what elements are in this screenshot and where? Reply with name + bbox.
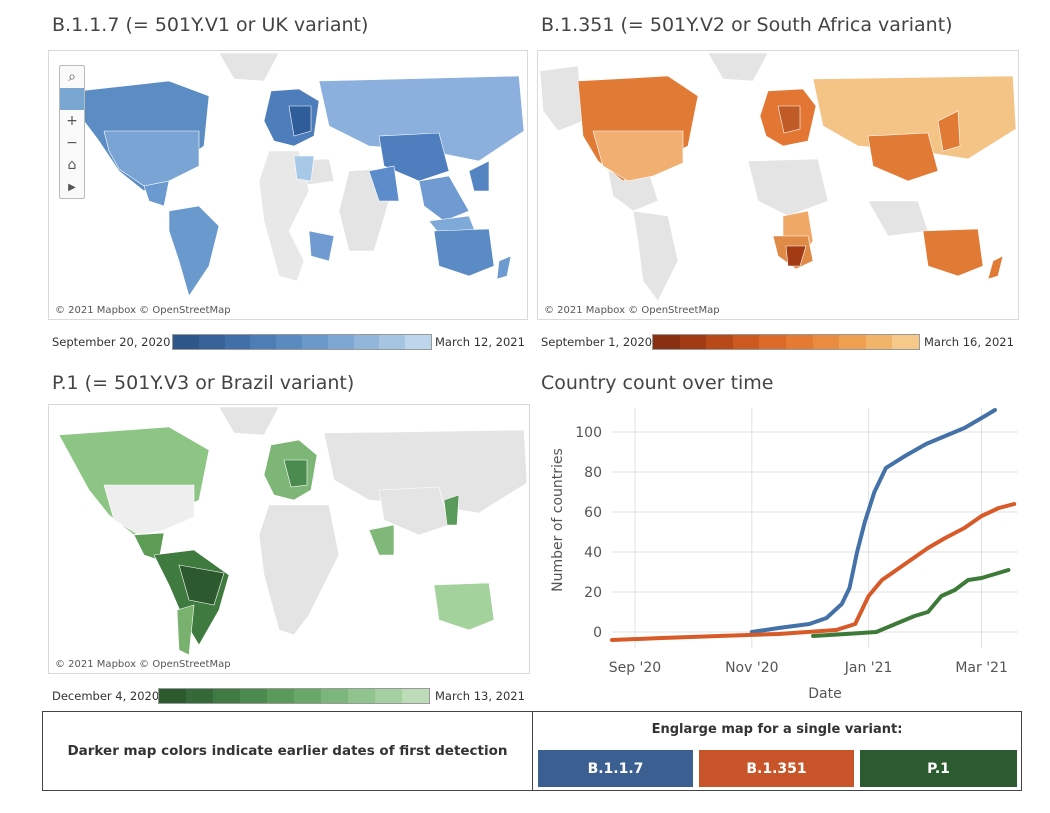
x-tick-label: Mar '21	[955, 660, 1008, 676]
y-tick-label: 80	[584, 465, 602, 481]
map-credit-p1: © 2021 Mapbox © OpenStreetMap	[53, 659, 233, 670]
world-map-p1	[58, 406, 528, 656]
ramp-swatch	[276, 335, 302, 349]
ramp-swatch	[173, 335, 199, 349]
x-tick-label: Nov '20	[725, 660, 778, 676]
y-axis-label: Number of countries	[550, 448, 566, 592]
ramp-swatch	[250, 335, 277, 349]
ramp-swatch	[159, 689, 186, 703]
ramp-swatch	[198, 335, 225, 349]
x-axis-label: Date	[808, 686, 841, 700]
series-line-b1351[interactable]	[610, 502, 1017, 642]
enlarge-box	[532, 711, 1022, 791]
ramp-swatch	[706, 335, 733, 349]
zoom-out-button[interactable]: −	[66, 135, 78, 151]
home-icon[interactable]: ⌂	[67, 157, 77, 173]
zoom-in-button[interactable]: +	[66, 113, 78, 129]
map-b1351[interactable]: © 2021 Mapbox © OpenStreetMap	[537, 50, 1019, 320]
ramp-swatch	[240, 689, 267, 703]
ramp-swatch	[353, 335, 380, 349]
y-tick-label: 100	[575, 425, 602, 441]
chart-title: Country count over time	[541, 372, 774, 394]
enlarge-title: Englarge map for a single variant:	[651, 722, 903, 737]
ramp-swatch	[839, 335, 866, 349]
map-title-b117: B.1.1.7 (= 501Y.V1 or UK variant)	[52, 14, 369, 36]
ramp-swatch	[402, 689, 429, 703]
color-ramp-b117	[172, 334, 432, 350]
world-map-b1351	[539, 52, 1017, 302]
map-title-b1351: B.1.351 (= 501Y.V2 or South Africa varia…	[541, 14, 953, 36]
legend-start-b1351: September 1, 2020	[541, 335, 653, 349]
magnifier-icon[interactable]: ⌕	[68, 69, 76, 85]
ramp-swatch	[213, 689, 240, 703]
enlarge-b1351-button[interactable]: B.1.351	[699, 750, 854, 787]
ramp-swatch	[267, 689, 294, 703]
enlarge-b117-button[interactable]: B.1.1.7	[538, 750, 693, 787]
map-credit-b1351: © 2021 Mapbox © OpenStreetMap	[542, 305, 722, 316]
series-line-b117[interactable]	[749, 408, 997, 634]
legend-end-b117: March 12, 2021	[435, 335, 525, 349]
ramp-swatch	[865, 335, 893, 349]
ramp-swatch	[294, 689, 321, 703]
y-tick-label: 60	[584, 505, 602, 521]
y-tick-label: 0	[593, 625, 602, 641]
map-b117[interactable]: ⌕ + − ⌂ ▶ © 2021 Mapbox © OpenStreetMap	[48, 50, 528, 320]
ramp-swatch	[301, 335, 328, 349]
x-tick-label: Jan '21	[844, 660, 893, 676]
y-tick-label: 40	[584, 545, 602, 561]
color-note: Darker map colors indicate earlier dates…	[67, 743, 508, 759]
ramp-swatch	[759, 335, 786, 349]
ramp-swatch	[405, 335, 431, 349]
x-tick-label: Sep '20	[609, 660, 662, 676]
ramp-swatch	[348, 689, 375, 703]
world-map-b117	[78, 52, 525, 297]
color-ramp-p1	[158, 688, 430, 704]
ramp-swatch	[327, 335, 354, 349]
ramp-swatch	[679, 335, 707, 349]
color-ramp-b1351	[652, 334, 920, 350]
enlarge-p1-button[interactable]: P.1	[860, 750, 1017, 787]
ramp-swatch	[379, 335, 406, 349]
legend-end-p1: March 13, 2021	[435, 689, 525, 703]
y-tick-label: 20	[584, 585, 602, 601]
ramp-swatch	[224, 335, 251, 349]
selection-icon[interactable]	[60, 88, 84, 110]
map-p1[interactable]: © 2021 Mapbox © OpenStreetMap	[48, 404, 530, 674]
ramp-swatch	[812, 335, 840, 349]
series-line-p1[interactable]	[811, 568, 1011, 638]
legend-end-b1351: March 16, 2021	[924, 335, 1014, 349]
legend-start-b117: September 20, 2020	[52, 335, 171, 349]
ramp-swatch	[785, 335, 813, 349]
ramp-swatch	[321, 689, 348, 703]
map-zoom-toolbar: ⌕ + − ⌂ ▶	[59, 65, 85, 199]
ramp-swatch	[186, 689, 213, 703]
legend-start-p1: December 4, 2020	[52, 689, 160, 703]
country-count-chart: 0 20 40 60 80 100 Sep '20 Nov '20 Jan '21 Mar '21…	[550, 408, 1018, 700]
play-icon[interactable]: ▶	[68, 181, 76, 193]
ramp-swatch	[892, 335, 919, 349]
ramp-swatch	[732, 335, 760, 349]
map-credit-b117: © 2021 Mapbox © OpenStreetMap	[53, 305, 233, 316]
ramp-swatch	[653, 335, 680, 349]
ramp-swatch	[375, 689, 402, 703]
map-title-p1: P.1 (= 501Y.V3 or Brazil variant)	[52, 372, 355, 394]
